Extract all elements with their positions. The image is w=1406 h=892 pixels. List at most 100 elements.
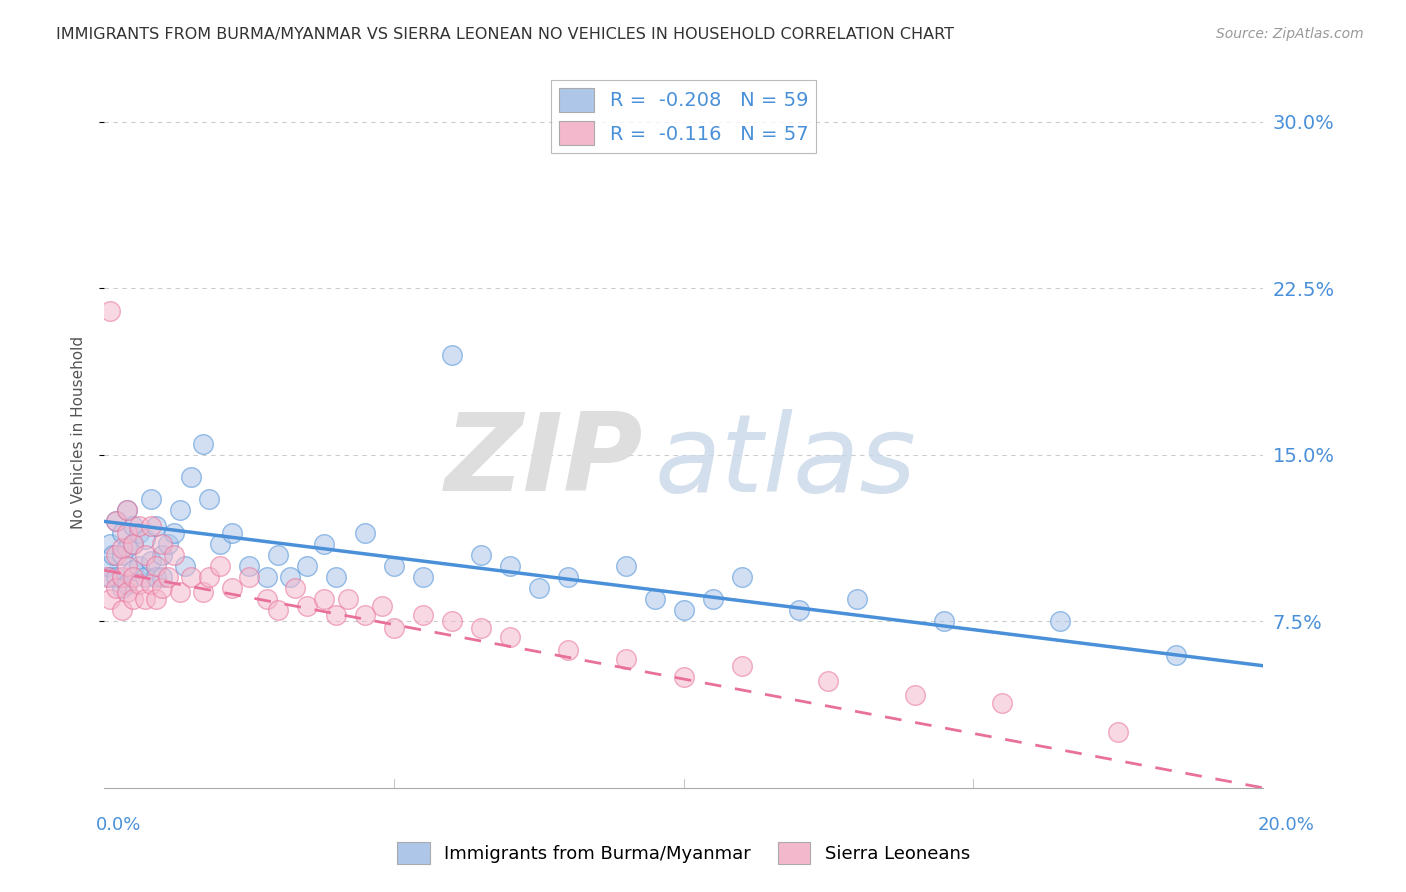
Point bbox=[614, 652, 637, 666]
Point bbox=[145, 592, 167, 607]
Point bbox=[174, 558, 197, 573]
Text: atlas: atlas bbox=[655, 409, 917, 514]
Point bbox=[499, 558, 522, 573]
Point bbox=[122, 536, 145, 550]
Point bbox=[382, 621, 405, 635]
Point bbox=[111, 603, 134, 617]
Point bbox=[117, 525, 139, 540]
Point bbox=[527, 581, 550, 595]
Point bbox=[122, 519, 145, 533]
Point bbox=[354, 525, 377, 540]
Point bbox=[817, 674, 839, 689]
Point bbox=[104, 515, 127, 529]
Point bbox=[145, 519, 167, 533]
Point bbox=[499, 630, 522, 644]
Point bbox=[163, 548, 186, 562]
Point bbox=[98, 592, 121, 607]
Point bbox=[180, 570, 202, 584]
Text: 0.0%: 0.0% bbox=[96, 816, 141, 834]
Point bbox=[238, 570, 260, 584]
Point bbox=[128, 519, 150, 533]
Point bbox=[169, 585, 191, 599]
Point bbox=[157, 536, 180, 550]
Point bbox=[111, 548, 134, 562]
Point bbox=[150, 581, 173, 595]
Point bbox=[412, 570, 434, 584]
Point bbox=[191, 436, 214, 450]
Point bbox=[150, 548, 173, 562]
Point bbox=[267, 548, 290, 562]
Point bbox=[117, 558, 139, 573]
Point bbox=[382, 558, 405, 573]
Text: 20.0%: 20.0% bbox=[1258, 816, 1315, 834]
Point bbox=[314, 592, 336, 607]
Point bbox=[221, 581, 243, 595]
Point bbox=[672, 670, 695, 684]
Point bbox=[209, 558, 232, 573]
Point bbox=[440, 615, 463, 629]
Point bbox=[991, 697, 1014, 711]
Point bbox=[314, 536, 336, 550]
Point bbox=[150, 536, 173, 550]
Y-axis label: No Vehicles in Household: No Vehicles in Household bbox=[72, 336, 86, 529]
Point bbox=[325, 570, 347, 584]
Point bbox=[101, 548, 124, 562]
Point bbox=[1164, 648, 1187, 662]
Point bbox=[122, 570, 145, 584]
Point bbox=[111, 525, 134, 540]
Point bbox=[157, 570, 180, 584]
Point bbox=[104, 570, 127, 584]
Point bbox=[209, 536, 232, 550]
Point bbox=[197, 492, 219, 507]
Point bbox=[104, 515, 127, 529]
Point bbox=[104, 548, 127, 562]
Point bbox=[256, 592, 278, 607]
Point bbox=[221, 525, 243, 540]
Point bbox=[104, 581, 127, 595]
Point bbox=[846, 592, 869, 607]
Point bbox=[1107, 725, 1129, 739]
Point bbox=[614, 558, 637, 573]
Point bbox=[122, 536, 145, 550]
Point bbox=[139, 576, 162, 591]
Point bbox=[111, 581, 134, 595]
Point bbox=[371, 599, 394, 613]
Point bbox=[145, 558, 167, 573]
Point bbox=[117, 585, 139, 599]
Point bbox=[111, 570, 134, 584]
Point bbox=[934, 615, 956, 629]
Point bbox=[278, 570, 301, 584]
Point bbox=[470, 548, 492, 562]
Point bbox=[128, 558, 150, 573]
Point bbox=[180, 470, 202, 484]
Point bbox=[139, 519, 162, 533]
Point bbox=[169, 503, 191, 517]
Point bbox=[904, 688, 927, 702]
Point bbox=[789, 603, 811, 617]
Point bbox=[730, 570, 752, 584]
Point bbox=[128, 525, 150, 540]
Point bbox=[256, 570, 278, 584]
Point bbox=[295, 558, 318, 573]
Point bbox=[134, 592, 156, 607]
Point bbox=[325, 607, 347, 622]
Point bbox=[98, 570, 121, 584]
Point bbox=[139, 554, 162, 568]
Point bbox=[117, 576, 139, 591]
Point bbox=[702, 592, 724, 607]
Point bbox=[672, 603, 695, 617]
Point bbox=[139, 492, 162, 507]
Point bbox=[150, 570, 173, 584]
Point bbox=[117, 541, 139, 555]
Point bbox=[122, 563, 145, 577]
Point bbox=[111, 541, 134, 555]
Text: ZIP: ZIP bbox=[444, 408, 643, 514]
Point bbox=[197, 570, 219, 584]
Point bbox=[145, 570, 167, 584]
Point bbox=[98, 303, 121, 318]
Point bbox=[412, 607, 434, 622]
Point bbox=[470, 621, 492, 635]
Point bbox=[284, 581, 307, 595]
Point bbox=[557, 570, 579, 584]
Point bbox=[134, 570, 156, 584]
